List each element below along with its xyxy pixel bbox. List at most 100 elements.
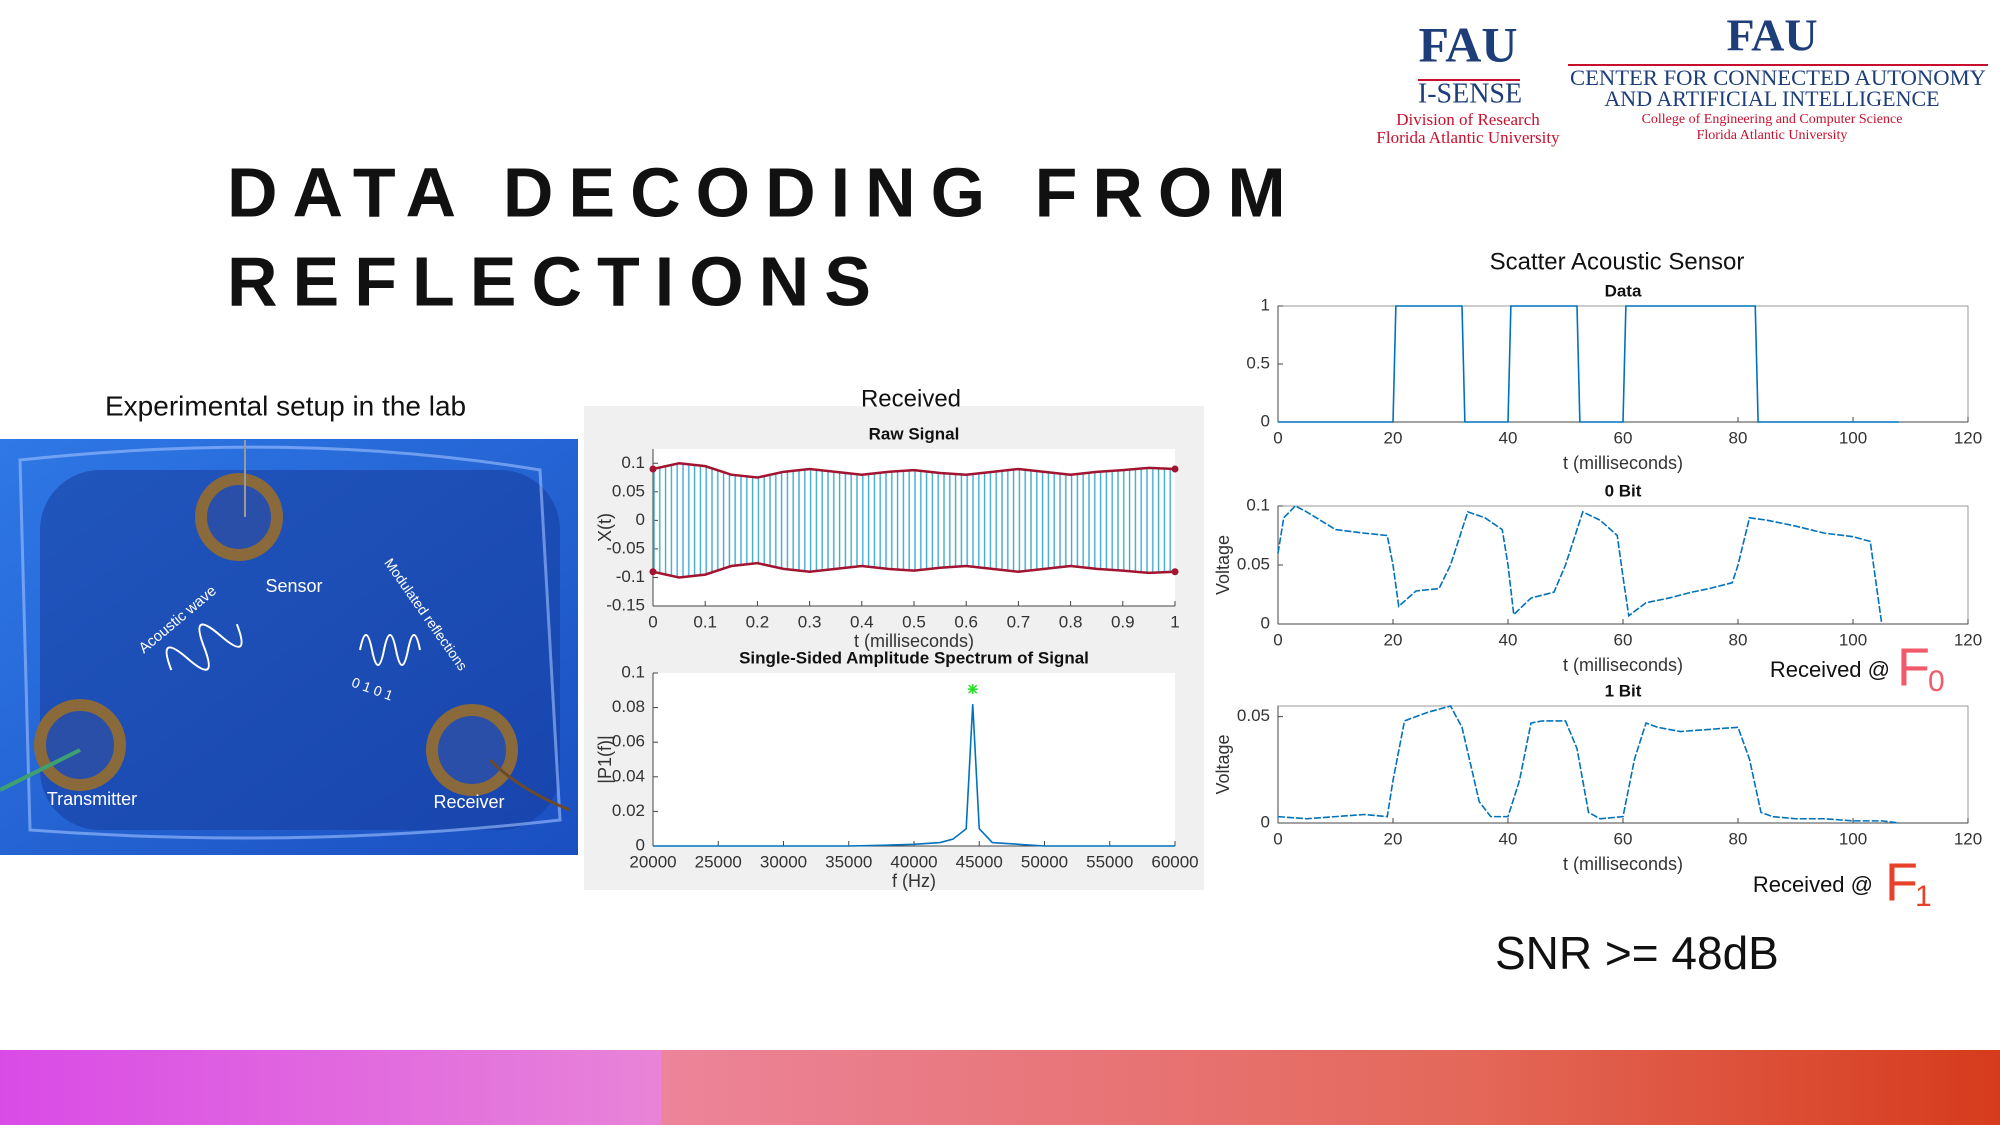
y-axis-label: |P1(f)| — [595, 735, 615, 783]
chart-title: Raw Signal — [869, 424, 960, 443]
x-tick-label: 20000 — [629, 852, 676, 871]
data-line — [652, 561, 1176, 579]
peak-marker — [967, 684, 978, 695]
reflection-drawing — [359, 634, 421, 666]
x-tick-label: 100 — [1839, 829, 1867, 848]
chart-title: Single-Sided Amplitude Spectrum of Signa… — [739, 648, 1089, 667]
footer-bar-left — [0, 1050, 661, 1125]
x-tick-label: 0 — [648, 612, 657, 631]
wire — [488, 758, 571, 812]
wave-drawing — [165, 623, 243, 671]
freq-subscript: 1 — [1915, 880, 1932, 913]
y-tick-label: 0 — [1261, 812, 1270, 831]
logo-line: AND ARTIFICIAL INTELLIGENCE — [1604, 86, 1939, 111]
logo-line: Division of Research — [1396, 110, 1540, 129]
panel-heading: Scatter Acoustic Sensor — [1490, 248, 1745, 275]
endpoint — [649, 465, 657, 473]
endpoint — [649, 568, 657, 576]
chart-title: 1 Bit — [1605, 681, 1642, 700]
endpoint — [1171, 465, 1179, 473]
y-axis-label: X(t) — [595, 513, 615, 542]
y-tick-label: -0.05 — [606, 538, 645, 557]
x-tick-label: 80 — [1729, 428, 1748, 447]
logo-name: I-SENSE — [1418, 78, 1522, 109]
transmitter-disc — [34, 699, 126, 791]
x-tick-label: 0.9 — [1111, 612, 1135, 631]
x-tick-label: 0 — [1273, 829, 1282, 848]
chart-title: 0 Bit — [1605, 481, 1642, 500]
x-tick-label: 120 — [1954, 829, 1982, 848]
y-tick-label: 0.05 — [1237, 706, 1270, 725]
x-tick-label: 0.8 — [1059, 612, 1083, 631]
x-tick-label: 0.5 — [902, 612, 926, 631]
x-tick-label: 50000 — [1021, 852, 1068, 871]
x-tick-label: 0.4 — [850, 612, 874, 631]
x-axis-label: t (milliseconds) — [1563, 854, 1683, 874]
logo-mark: FAU — [1418, 16, 1517, 72]
x-tick-label: 0 — [1273, 630, 1282, 649]
slide-title: REFLECTIONS — [227, 242, 886, 320]
x-tick-label: 40 — [1499, 428, 1518, 447]
x-tick-label: 60 — [1614, 829, 1633, 848]
logo-ccaai: FAU CENTER FOR CONNECTED AUTONOMY AND AR… — [1568, 10, 1988, 143]
data-line — [653, 704, 1175, 847]
x-axis-label: t (milliseconds) — [1563, 453, 1683, 473]
x-tick-label: 55000 — [1086, 852, 1133, 871]
data-line — [652, 462, 1176, 479]
x-tick-label: 0.7 — [1007, 612, 1031, 631]
x-tick-label: 25000 — [695, 852, 742, 871]
x-tick-label: 80 — [1729, 829, 1748, 848]
footer-bar-right — [661, 1050, 2000, 1125]
panel-heading: Received — [861, 385, 961, 412]
sensor-disc — [195, 473, 283, 561]
y-tick-label: 0.08 — [612, 697, 645, 716]
x-tick-label: 30000 — [760, 852, 807, 871]
logo-line: CENTER FOR CONNECTED AUTONOMY — [1570, 65, 1986, 90]
x-tick-label: 45000 — [956, 852, 1003, 871]
x-tick-label: 80 — [1729, 630, 1748, 649]
freq-subscript: 0 — [1928, 665, 1945, 698]
x-tick-label: 60 — [1614, 428, 1633, 447]
slide-title: DATA DECODING FROM — [227, 153, 1301, 231]
x-tick-label: 20 — [1384, 630, 1403, 649]
photo-label: Transmitter — [47, 789, 137, 809]
x-tick-label: 0.3 — [798, 612, 822, 631]
logo-mark: FAU — [1726, 10, 1817, 61]
y-tick-label: 0.1 — [621, 453, 645, 472]
y-tick-label: 0.04 — [612, 766, 645, 785]
y-tick-label: 0 — [636, 510, 645, 529]
x-tick-label: 0.1 — [693, 612, 717, 631]
y-tick-label: 0 — [1261, 613, 1270, 632]
x-tick-label: 120 — [1954, 428, 1982, 447]
y-tick-label: 0 — [1261, 411, 1270, 430]
x-tick-label: 100 — [1839, 428, 1867, 447]
logo-isense: FAU I-SENSE Division of Research Florida… — [1376, 16, 1560, 146]
photo-label: Receiver — [433, 792, 504, 812]
y-tick-label: 0.02 — [612, 801, 645, 820]
x-axis-label: f (Hz) — [892, 871, 936, 891]
photo-label: Sensor — [265, 576, 322, 596]
plot-area — [1277, 705, 1969, 824]
data-line — [1277, 705, 1900, 824]
x-tick-label: 0 — [1273, 428, 1282, 447]
endpoint — [1171, 568, 1179, 576]
carrier-area — [653, 463, 1175, 578]
logo-sub: College of Engineering and Computer Scie… — [1642, 112, 1903, 127]
x-tick-label: 0.2 — [746, 612, 770, 631]
y-tick-label: 0.5 — [1246, 353, 1270, 372]
y-tick-label: 0.1 — [1246, 495, 1270, 514]
lab-photo: Acoustic wave Modulated reflections 0 1 … — [0, 439, 578, 855]
x-tick-label: 1 — [1170, 612, 1179, 631]
tank-rim — [18, 445, 562, 840]
logo-line: Florida Atlantic University — [1376, 128, 1560, 147]
y-tick-label: 0.05 — [612, 481, 645, 500]
y-tick-label: 0.06 — [612, 732, 645, 751]
plot-area — [1277, 505, 1969, 625]
x-tick-label: 20 — [1384, 829, 1403, 848]
y-tick-label: 0.05 — [1237, 554, 1270, 573]
x-axis-label: t (milliseconds) — [1563, 655, 1683, 675]
x-tick-label: 35000 — [825, 852, 872, 871]
receiver-disc — [426, 704, 518, 796]
freq-symbol: F — [1897, 637, 1930, 697]
